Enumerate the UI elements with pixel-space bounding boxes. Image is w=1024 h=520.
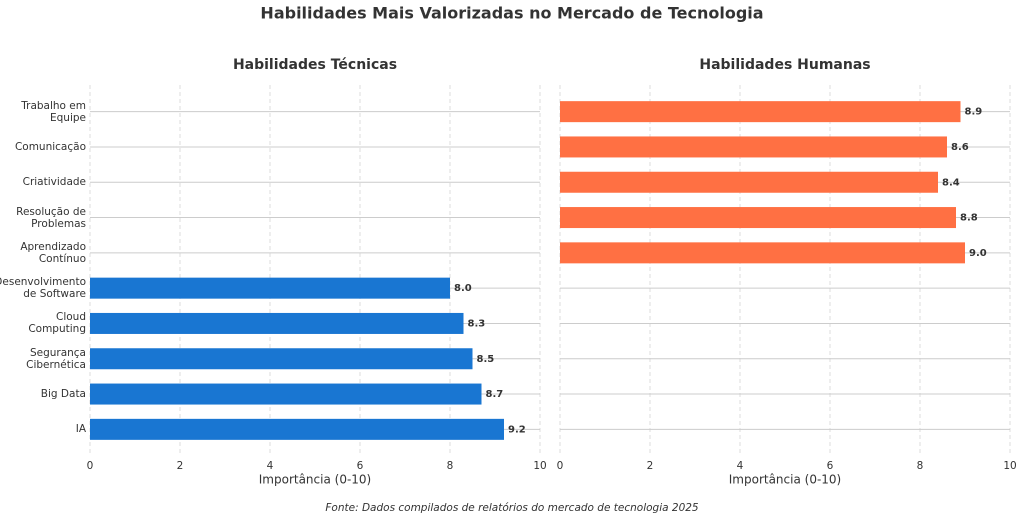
- source: Fonte: Dados compilados de relatórios do…: [325, 502, 699, 514]
- x-tick-label: 4: [267, 460, 274, 472]
- value-label: 8.7: [486, 389, 504, 400]
- bar: [560, 242, 965, 264]
- y-tick-label: Trabalho em Equipe: [21, 99, 86, 124]
- x-tick-label: 10: [533, 460, 546, 472]
- value-label: 9.2: [508, 424, 526, 435]
- value-label: 8.8: [960, 213, 978, 224]
- x-tick-label: 2: [177, 460, 184, 472]
- bar: [90, 418, 504, 440]
- x-tick-label: 4: [737, 460, 744, 472]
- y-tick-label: Aprendizado Contínuo: [20, 240, 86, 265]
- x-tick-label: 0: [557, 460, 564, 472]
- x-tick-label: 8: [447, 460, 454, 472]
- value-label: 8.9: [965, 107, 983, 118]
- bar: [90, 383, 482, 405]
- y-tick-label: Big Data: [40, 388, 86, 401]
- y-tick-label: Segurança Cibernética: [26, 346, 86, 371]
- x-axis-label: Importância (0-10): [259, 473, 371, 487]
- y-tick-label: Resolução de Problemas: [16, 205, 86, 230]
- y-tick-label: IA: [75, 423, 86, 436]
- bar: [90, 312, 464, 334]
- y-tick-label: Criatividade: [22, 176, 86, 189]
- value-label: 8.0: [454, 283, 472, 294]
- x-axis-label: Importância (0-10): [729, 473, 841, 487]
- y-tick-label: Desenvolvimento de Software: [0, 276, 86, 301]
- bar: [90, 277, 450, 299]
- bar: [560, 101, 961, 123]
- value-label: 8.3: [468, 318, 486, 329]
- bar: [560, 136, 947, 158]
- y-tick-label: Comunicação: [14, 140, 86, 153]
- x-tick-label: 6: [827, 460, 834, 472]
- bar: [560, 171, 938, 193]
- value-label: 8.5: [477, 354, 495, 365]
- bar: [560, 207, 956, 229]
- value-label: 8.4: [942, 177, 960, 188]
- x-tick-label: 2: [647, 460, 654, 472]
- x-tick-label: 0: [87, 460, 94, 472]
- main-title: Habilidades Mais Valorizadas no Mercado …: [260, 4, 763, 23]
- y-tick-label: Cloud Computing: [28, 311, 86, 336]
- chart-title: Habilidades Humanas: [699, 57, 870, 73]
- value-label: 8.6: [951, 142, 969, 153]
- bar: [90, 348, 473, 370]
- chart-title: Habilidades Técnicas: [233, 57, 397, 73]
- x-tick-label: 10: [1003, 460, 1016, 472]
- x-tick-label: 6: [357, 460, 364, 472]
- value-label: 9.0: [969, 248, 987, 259]
- x-tick-label: 8: [917, 460, 924, 472]
